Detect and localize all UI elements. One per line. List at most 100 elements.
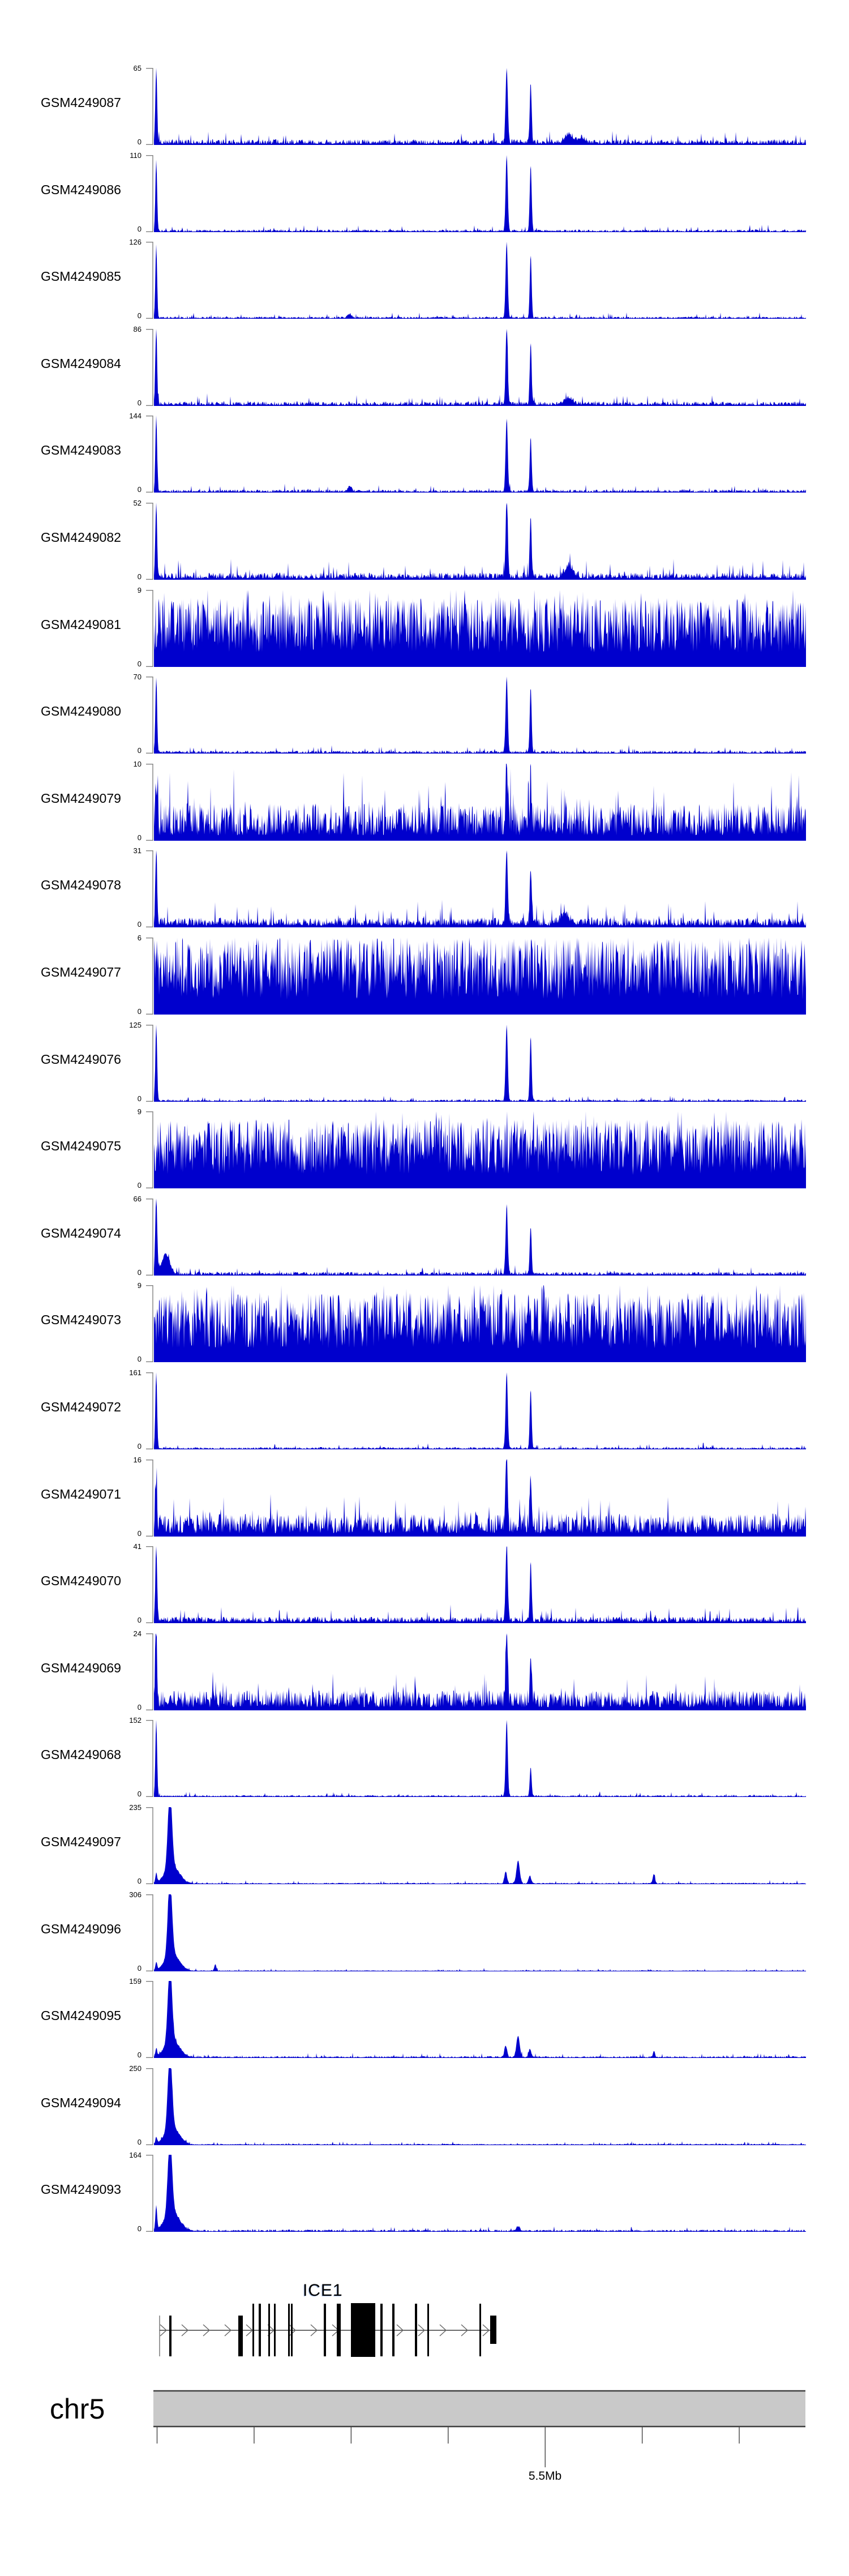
exon-block	[291, 2304, 293, 2356]
track-plot	[146, 2155, 806, 2232]
coverage-area	[154, 1372, 806, 1449]
strand-arrow-icon	[160, 2324, 168, 2337]
track-row-GSM4249096: GSM4249096 306 0	[0, 1890, 849, 1978]
track-label: GSM4249097	[41, 1834, 121, 1849]
track-ymin-value: 0	[137, 1963, 142, 1972]
track-row-GSM4249071: GSM4249071 16 0	[0, 1456, 849, 1543]
track-row-GSM4249083: GSM4249083 144 0	[0, 412, 849, 499]
track-label: GSM4249071	[41, 1486, 121, 1501]
track-label: GSM4249087	[41, 95, 121, 110]
exon-block	[427, 2304, 429, 2356]
track-ymax-value: 41	[133, 1542, 142, 1551]
track-ymin-value: 0	[137, 920, 142, 929]
exon-block	[268, 2304, 270, 2356]
track-plot	[146, 155, 806, 232]
track-plot	[146, 589, 806, 667]
track-ymin-value: 0	[137, 2051, 142, 2060]
strand-arrow-icon	[482, 2324, 490, 2337]
track-ymin-value: 0	[137, 572, 142, 581]
track-ymax-value: 126	[129, 238, 142, 247]
exon-block	[351, 2303, 375, 2357]
coverage-area	[154, 1459, 806, 1537]
track-row-GSM4249072: GSM4249072 161 0	[0, 1368, 849, 1456]
coverage-area	[154, 1111, 806, 1189]
coverage-area	[154, 1198, 806, 1276]
track-row-GSM4249086: GSM4249086 110 0	[0, 151, 849, 238]
track-row-GSM4249077: GSM4249077 6 0	[0, 934, 849, 1021]
track-plot	[146, 503, 806, 580]
track-plot	[146, 938, 806, 1015]
track-label: GSM4249093	[41, 2182, 121, 2197]
track-row-GSM4249073: GSM4249073 9 0	[0, 1281, 849, 1368]
coverage-area	[154, 1285, 806, 1363]
gene-name-label: ICE1	[303, 2281, 343, 2300]
track-plot	[146, 68, 806, 145]
exon-block	[259, 2304, 261, 2356]
strand-arrow-icon	[418, 2324, 426, 2337]
track-ymin-value: 0	[137, 659, 142, 668]
coverage-area	[154, 1807, 806, 1884]
exon-block	[169, 2316, 171, 2356]
track-ymin-value: 0	[137, 2137, 142, 2146]
coverage-area	[154, 1546, 806, 1624]
track-ymax-value: 110	[130, 151, 142, 160]
track-row-GSM4249081: GSM4249081 9 0	[0, 586, 849, 673]
track-plot	[146, 1111, 806, 1189]
coverage-area	[154, 416, 806, 493]
exon-block	[479, 2304, 481, 2356]
exon-block	[490, 2316, 496, 2344]
track-plot	[146, 1894, 806, 1971]
track-plot	[146, 1546, 806, 1624]
exon-block	[392, 2304, 395, 2356]
track-ymax-value: 250	[129, 2064, 142, 2073]
track-label: GSM4249077	[41, 965, 121, 979]
track-label: GSM4249076	[41, 1051, 121, 1067]
track-ymax-value: 52	[133, 499, 142, 507]
track-ymin-value: 0	[137, 1529, 142, 1538]
strand-arrow-icon	[310, 2324, 318, 2337]
track-plot	[146, 850, 806, 928]
coverage-area	[154, 1633, 806, 1710]
track-row-GSM4249084: GSM4249084 86 0	[0, 325, 849, 412]
track-label: GSM4249086	[41, 182, 121, 197]
track-ymin-value: 0	[137, 224, 142, 233]
track-plot	[146, 1372, 806, 1449]
track-ymax-value: 65	[133, 64, 142, 72]
coverage-area	[154, 1720, 806, 1798]
track-row-GSM4249069: GSM4249069 24 0	[0, 1629, 849, 1717]
coverage-area	[154, 938, 806, 1015]
strand-arrow-icon	[203, 2324, 211, 2337]
track-ymax-value: 9	[137, 1107, 142, 1116]
coverage-area	[154, 589, 806, 667]
track-ymin-value: 0	[137, 311, 142, 320]
track-ymax-value: 152	[129, 1716, 142, 1725]
coverage-area	[154, 503, 806, 580]
track-row-GSM4249095: GSM4249095 159 0	[0, 1977, 849, 2064]
coverage-area	[154, 677, 806, 754]
track-ymin-value: 0	[137, 1094, 142, 1103]
exon-block	[380, 2304, 383, 2356]
track-ymin-value: 0	[137, 138, 142, 146]
track-ymax-value: 235	[129, 1803, 142, 1812]
track-label: GSM4249075	[41, 1139, 121, 1154]
track-ymin-value: 0	[137, 1442, 142, 1450]
track-row-GSM4249068: GSM4249068 152 0	[0, 1716, 849, 1803]
track-row-GSM4249097: GSM4249097 235 0	[0, 1803, 849, 1890]
track-row-GSM4249078: GSM4249078 31 0	[0, 846, 849, 934]
track-plot	[146, 1981, 806, 2059]
exon-block	[238, 2316, 243, 2356]
track-label: GSM4249094	[41, 2095, 121, 2110]
track-ymin-value: 0	[137, 1181, 142, 1190]
track-row-GSM4249093: GSM4249093 164 0	[0, 2151, 849, 2238]
track-label: GSM4249096	[41, 1921, 121, 1936]
track-ymin-value: 0	[137, 833, 142, 842]
track-label: GSM4249083	[41, 443, 121, 458]
track-label: GSM4249079	[41, 790, 121, 806]
strand-arrow-icon	[439, 2324, 447, 2337]
track-ymax-value: 306	[129, 1890, 142, 1899]
coverage-area	[154, 68, 806, 145]
track-label: GSM4249069	[41, 1660, 121, 1675]
track-ymin-value: 0	[137, 485, 142, 494]
track-ymin-value: 0	[137, 1877, 142, 1885]
